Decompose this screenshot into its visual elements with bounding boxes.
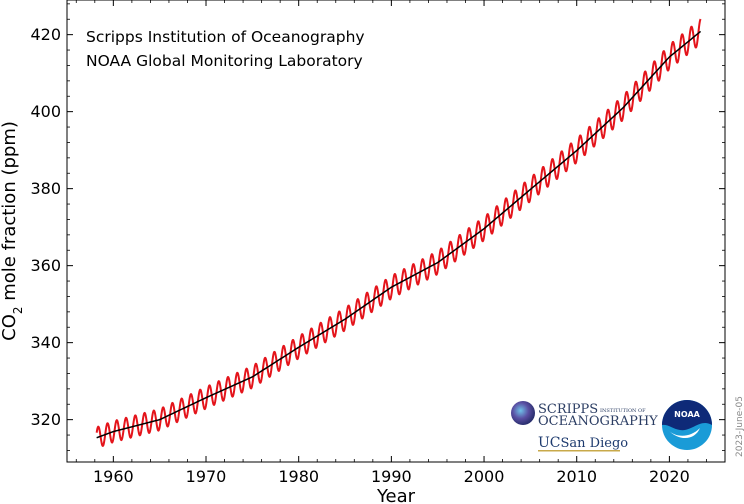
scripps-logo: SCRIPPS INSTITUTION OF OCEANOGRAPHY (511, 401, 658, 429)
noaa-logo-text: NOAA (674, 410, 700, 419)
y-tick-label-400: 400 (30, 102, 61, 121)
y-tick-label-420: 420 (30, 25, 61, 44)
scripps-logo-line1: SCRIPPS (538, 402, 598, 417)
ucsd-logo-rest: San Diego (561, 436, 629, 451)
monthly-mean-series (95, 18, 702, 447)
x-axis-title: Year (376, 486, 416, 504)
x-tick-label-1970: 1970 (186, 467, 227, 486)
datestamp: 2023-June-05 (735, 396, 744, 457)
scripps-globe-icon (511, 401, 535, 425)
x-tick-label-2020: 2020 (649, 467, 690, 486)
y-tick-label-320: 320 (30, 410, 61, 429)
x-axis: 1960 1970 1980 1990 2000 2010 2020 (93, 0, 690, 486)
y-axis-title-prefix: CO (0, 314, 20, 341)
credit-noaa: NOAA Global Monitoring Laboratory (86, 52, 363, 70)
x-tick-label-2010: 2010 (556, 467, 597, 486)
x-tick-label-1980: 1980 (278, 467, 319, 486)
y-axis-title: CO2 mole fraction (ppm) (0, 121, 25, 341)
ucsd-logo-text: UCSan Diego (538, 435, 628, 451)
trend-series (96, 30, 702, 439)
noaa-wave-icon (668, 428, 700, 439)
x-tick-label-1990: 1990 (371, 467, 412, 486)
ucsd-underline (538, 450, 620, 452)
y-tick-label-340: 340 (30, 333, 61, 352)
y-tick-label-360: 360 (30, 256, 61, 275)
y-axis-title-subscript: 2 (11, 306, 25, 314)
ucsd-logo-uc: UC (538, 435, 561, 451)
minor-ticks (67, 0, 726, 462)
y-axis: 320 340 360 380 400 420 (30, 25, 725, 429)
scripps-logo-line2: OCEANOGRAPHY (538, 414, 658, 429)
y-tick-label-380: 380 (30, 179, 61, 198)
ucsd-logo: UCSan Diego (538, 435, 628, 452)
x-tick-label-2000: 2000 (464, 467, 505, 486)
x-tick-label-1960: 1960 (93, 467, 134, 486)
noaa-bird-icon (662, 400, 712, 431)
credit-scripps: Scripps Institution of Oceanography (86, 28, 365, 46)
scripps-logo-line1-small: INSTITUTION OF (600, 408, 646, 414)
plot-frame (66, 0, 726, 463)
y-axis-title-suffix: mole fraction (ppm) (0, 121, 20, 306)
noaa-logo: NOAA (662, 400, 712, 450)
